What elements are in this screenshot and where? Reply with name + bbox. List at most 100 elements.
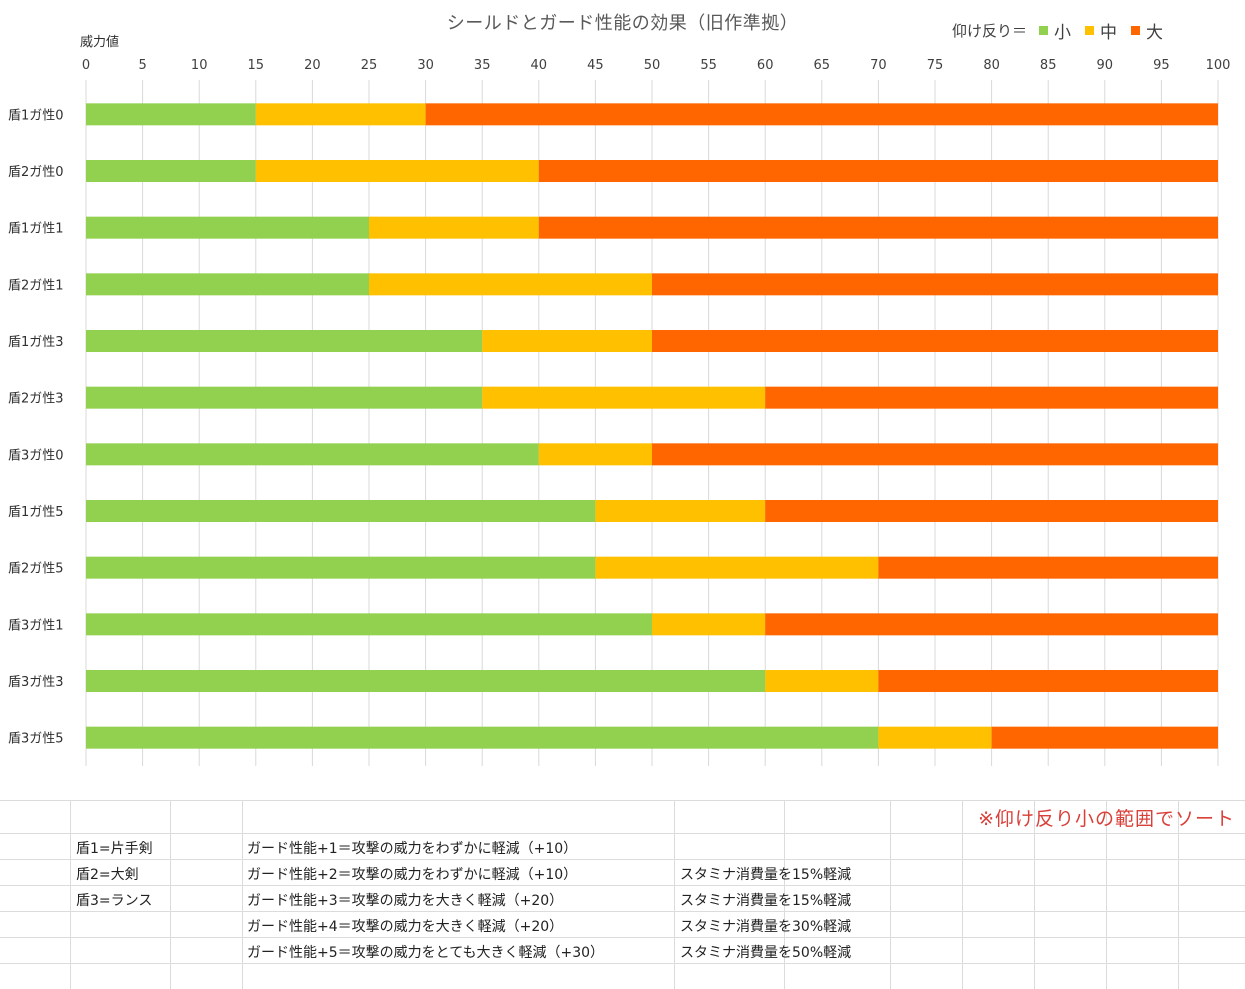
x-tick-label: 25 xyxy=(361,58,378,73)
x-tick-label: 60 xyxy=(757,58,774,73)
x-tick-label: 85 xyxy=(1040,58,1057,73)
bar-segment xyxy=(765,500,1218,522)
x-tick-label: 80 xyxy=(983,58,1000,73)
guard-level-cell: ガード性能+4＝攻撃の威力を大きく軽減（+20） xyxy=(247,919,564,935)
bar-segment xyxy=(595,500,766,522)
x-tick-label: 30 xyxy=(417,58,434,73)
legend-swatch xyxy=(1085,26,1095,35)
x-tick-label: 15 xyxy=(248,58,265,73)
bar-segment xyxy=(86,330,483,352)
grid-line xyxy=(0,937,1245,938)
spreadsheet-grid: ※仰け反り小の範囲でソート 盾1=片手剣 盾2=大剣 盾3=ランス ガード性能+… xyxy=(0,800,1245,989)
sort-note: ※仰け反り小の範囲でソート xyxy=(978,808,1235,830)
guard-level-cell: ガード性能+5＝攻撃の威力をとても大きく軽減（+30） xyxy=(247,945,605,961)
grid-line xyxy=(784,800,785,989)
grid-line xyxy=(0,963,1245,964)
grid-line xyxy=(170,800,171,989)
grid-line xyxy=(242,800,243,989)
legend-label: 小 xyxy=(1054,23,1072,43)
bar-segment xyxy=(86,670,766,692)
bar-segment xyxy=(86,556,596,579)
bar-segment xyxy=(538,216,1218,239)
y-category-label: 盾3ガ性5 xyxy=(8,732,64,747)
stamina-note-cell: スタミナ消費量を30%軽減 xyxy=(680,919,852,935)
grid-line xyxy=(1178,800,1179,989)
legend-label: 中 xyxy=(1100,23,1118,43)
x-tick-label: 35 xyxy=(474,58,491,73)
y-category-label: 盾2ガ性3 xyxy=(8,392,64,407)
bar-segment xyxy=(482,330,652,352)
x-tick-label: 20 xyxy=(304,58,321,73)
bar-segment xyxy=(86,160,256,182)
y-category-label: 盾2ガ性5 xyxy=(8,562,64,577)
x-tick-label: 55 xyxy=(700,58,717,73)
y-category-label: 盾3ガ性0 xyxy=(8,448,64,463)
y-category-label: 盾3ガ性3 xyxy=(8,675,64,690)
y-category-label: 盾1ガ性5 xyxy=(8,505,64,520)
bar-chart: 0 5 10 15 20 25 30 35 40 45 50 55 60 65 70 75 80 85 90 95 10… xyxy=(8,58,1231,766)
y-category-label: 盾1ガ性3 xyxy=(8,335,64,350)
grid-line xyxy=(0,833,1245,834)
shield-legend-cell: 盾3=ランス xyxy=(76,893,153,909)
legend: 仰け反り＝ 小 中 大 xyxy=(952,18,1177,43)
bar-segment xyxy=(369,216,539,239)
x-tick-label: 45 xyxy=(587,58,604,73)
shield-legend-cell: 盾2=大剣 xyxy=(76,867,139,883)
bar-segment xyxy=(86,386,483,409)
grid-line xyxy=(1034,800,1035,989)
bar-segment xyxy=(86,613,652,636)
grid-line xyxy=(0,911,1245,912)
bar-segment xyxy=(652,330,1218,352)
guard-level-cell: ガード性能+3＝攻撃の威力を大きく軽減（+20） xyxy=(247,893,564,909)
y-category-label: 盾2ガ性1 xyxy=(8,278,64,293)
y-category-label: 盾3ガ性1 xyxy=(8,618,64,633)
bar-segment xyxy=(595,556,879,579)
bar-segment xyxy=(255,103,426,126)
grid-line xyxy=(0,885,1245,886)
bar-segment xyxy=(86,500,596,522)
bar-segment xyxy=(482,386,766,409)
x-tick-label: 90 xyxy=(1097,58,1114,73)
guard-level-cell: ガード性能+1＝攻撃の威力をわずかに軽減（+10） xyxy=(247,841,578,857)
x-tick-label: 40 xyxy=(531,58,548,73)
legend-prefix: 仰け反り＝ xyxy=(952,22,1028,40)
bar-segment xyxy=(538,160,1218,182)
legend-item-small: 小 xyxy=(1039,18,1071,43)
bar-segment xyxy=(86,443,539,466)
bar-segment xyxy=(765,386,1218,409)
x-tick-label: 95 xyxy=(1153,58,1170,73)
stamina-note-cell: スタミナ消費量を15%軽減 xyxy=(680,867,852,883)
bar-segment xyxy=(425,103,1219,126)
bar-segment xyxy=(652,613,766,636)
x-tick-label: 70 xyxy=(870,58,887,73)
x-tick-label: 75 xyxy=(927,58,944,73)
guard-level-cell: ガード性能+2＝攻撃の威力をわずかに軽減（+10） xyxy=(247,867,578,883)
bar-segment xyxy=(538,443,652,466)
chart-area: 0 5 10 15 20 25 30 35 40 45 50 55 60 65 70 75 80 85 90 95 10… xyxy=(8,13,1231,766)
bar-segment xyxy=(878,556,1218,579)
stamina-note-cell: スタミナ消費量を50%軽減 xyxy=(680,945,852,961)
bar-segment xyxy=(878,670,1218,692)
bar-segment xyxy=(991,726,1218,749)
bar-segment xyxy=(86,273,369,296)
grid-line xyxy=(1106,800,1107,989)
grid-line xyxy=(0,859,1245,860)
x-tick-label: 65 xyxy=(814,58,831,73)
bar-segment xyxy=(86,216,369,239)
shield-legend-cell: 盾1=片手剣 xyxy=(76,841,153,857)
legend-item-medium: 中 xyxy=(1085,18,1117,43)
y-category-label: 盾1ガ性0 xyxy=(8,108,64,123)
grid-line xyxy=(674,800,675,989)
grid-line xyxy=(890,800,891,989)
legend-item-large: 大 xyxy=(1131,18,1163,43)
x-tick-label: 10 xyxy=(191,58,208,73)
bar-segment xyxy=(255,160,539,182)
x-tick-label: 50 xyxy=(644,58,661,73)
axis-label: 威力値 xyxy=(80,35,120,50)
legend-swatch xyxy=(1131,26,1141,35)
x-tick-label: 100 xyxy=(1206,58,1231,73)
grid-line xyxy=(0,800,1245,801)
grid-line xyxy=(70,800,71,989)
x-tick-label: 0 xyxy=(82,58,90,73)
y-category-label: 盾1ガ性1 xyxy=(8,222,64,237)
